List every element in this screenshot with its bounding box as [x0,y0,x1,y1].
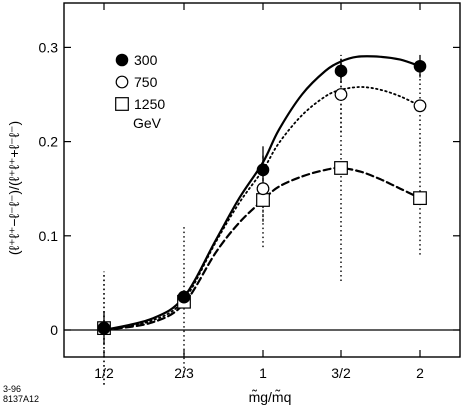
data-point-1250 [413,191,427,206]
data-point-300 [334,64,348,78]
legend-unit: GeV [133,115,162,131]
data-point-300 [177,290,191,304]
ticks: 0 0.1 0.2 0.3 1/2 2/3 1 3/2 2 [39,3,460,381]
x-tick-label: 1/2 [94,365,114,381]
legend-marker-1250 [115,97,129,111]
series-curve-750 [103,86,421,331]
markers [97,59,427,336]
figure-id-code: 8137A12 [3,394,39,404]
data-point-300 [256,163,270,177]
y-tick-label: 0.3 [39,39,59,55]
y-tick-label: 0.2 [39,134,59,150]
y-tick-label: 0.1 [39,228,59,244]
figure-id-date: 3-96 [3,384,21,394]
data-point-750 [256,182,270,196]
legend-label-750: 750 [134,74,158,90]
plot-frame [63,2,461,358]
data-point-300 [97,321,111,335]
data-point-1250 [334,161,348,175]
x-tick-label: 2 [416,365,424,381]
data-point-300 [413,59,427,73]
legend-label-1250: 1250 [134,96,165,112]
y-axis-label: (ℓ⁺ℓ⁺−ℓ⁻ℓ⁻)/(ℓ⁺ℓ⁺+ℓ⁻ℓ⁻) [6,121,22,255]
legend-marker-300 [115,53,129,67]
legend-marker-750 [115,75,129,89]
y-tick-label: 0 [50,322,58,338]
x-tick-label: 1 [259,365,267,381]
x-tick-label: 3/2 [331,365,351,381]
data-point-750 [334,88,348,101]
x-axis-label: m̃g/m̃q [249,389,292,405]
x-tick-label: 2/3 [174,365,194,381]
data-point-750 [413,99,427,113]
data-point-1250 [256,193,270,207]
legend-label-300: 300 [134,52,158,68]
legend: 300 750 1250 GeV [115,52,165,131]
axes [63,2,461,358]
